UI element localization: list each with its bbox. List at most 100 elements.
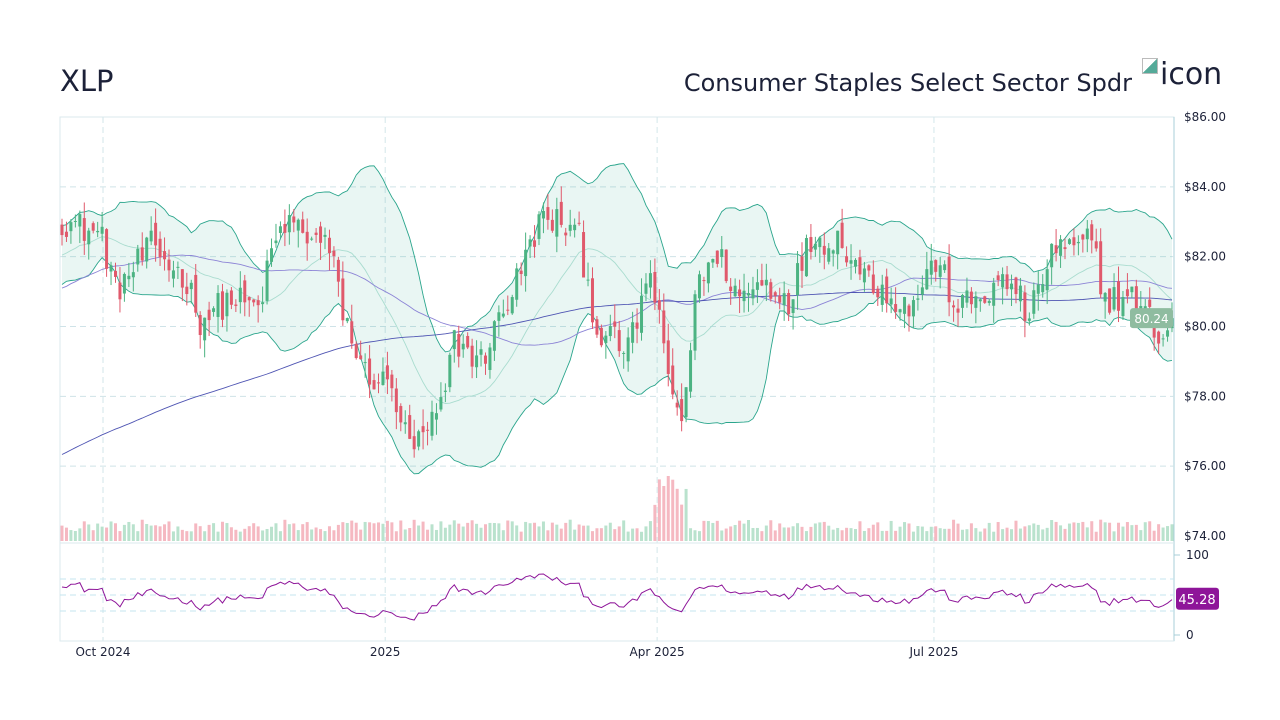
- volume-bar: [1161, 527, 1165, 541]
- candle: [372, 373, 376, 390]
- candle: [729, 278, 733, 305]
- candle-body: [831, 250, 835, 254]
- candle: [992, 277, 996, 323]
- candle: [394, 378, 398, 430]
- candle: [871, 260, 875, 295]
- volume-bar: [492, 523, 496, 541]
- volume-bar: [296, 530, 300, 541]
- volume-bar: [443, 527, 447, 541]
- volume-bar: [140, 519, 144, 541]
- candle: [1085, 220, 1089, 253]
- candle: [1014, 276, 1018, 304]
- candle: [243, 274, 247, 317]
- candle: [965, 277, 969, 308]
- candle-body: [220, 291, 224, 320]
- candle-body: [675, 402, 679, 408]
- candle-body: [813, 243, 817, 250]
- candle-body: [604, 335, 608, 344]
- volume-bar: [568, 519, 572, 541]
- candle-body: [180, 269, 184, 288]
- candle-body: [898, 309, 902, 313]
- candle-body: [1099, 241, 1103, 295]
- candle: [916, 284, 920, 311]
- candle: [747, 282, 751, 312]
- candle: [590, 267, 594, 329]
- volume-bar: [555, 524, 559, 541]
- candle-body: [319, 226, 323, 243]
- candle: [720, 236, 724, 268]
- candle: [751, 276, 755, 306]
- candle: [301, 211, 305, 234]
- candle: [804, 234, 808, 277]
- candle-body: [996, 275, 1000, 281]
- candle: [220, 283, 224, 328]
- candle: [1018, 277, 1022, 312]
- volume-bar: [782, 527, 786, 541]
- candle-body: [1001, 274, 1005, 288]
- volume-bar: [1063, 528, 1067, 541]
- volume-bar: [885, 530, 889, 541]
- candle-body: [1166, 330, 1170, 337]
- volume-bar: [261, 530, 265, 541]
- candle-body: [1112, 287, 1116, 310]
- candle: [180, 269, 184, 302]
- volume-bar: [809, 526, 813, 541]
- candle: [524, 232, 528, 292]
- volume-bar: [292, 523, 296, 541]
- volume-bar: [1010, 529, 1014, 541]
- candle: [1161, 334, 1165, 347]
- volume-bar: [475, 523, 479, 541]
- candle-body: [421, 426, 425, 433]
- candle: [510, 294, 514, 315]
- candle-body: [1027, 318, 1031, 321]
- candle: [426, 421, 430, 446]
- candle-body: [105, 229, 109, 269]
- candle-body: [100, 226, 104, 234]
- volume-bar: [1099, 519, 1103, 541]
- candle-body: [466, 335, 470, 348]
- candle: [118, 267, 122, 313]
- candle-body: [163, 251, 167, 260]
- volume-bar: [336, 524, 340, 541]
- candle: [434, 403, 438, 435]
- candle: [305, 218, 309, 261]
- candle: [1010, 274, 1014, 306]
- time-tick-label: 2025: [370, 645, 401, 659]
- candle-body: [849, 260, 853, 264]
- candle-body: [470, 345, 474, 367]
- candle-body: [394, 388, 398, 413]
- candle: [631, 311, 635, 354]
- candle: [608, 314, 612, 342]
- candle: [742, 273, 746, 313]
- volume-bar: [510, 521, 514, 541]
- candle: [127, 262, 131, 288]
- volume-bar: [506, 520, 510, 541]
- candle-body: [934, 260, 938, 272]
- candle: [145, 236, 149, 269]
- volume-bar: [310, 529, 314, 541]
- candle-body: [626, 337, 630, 362]
- volume-bar: [635, 528, 639, 541]
- candle-body: [684, 387, 688, 418]
- candle: [506, 295, 510, 316]
- price-tick-label: $74.00: [1184, 529, 1226, 543]
- candle: [760, 263, 764, 287]
- candle: [189, 279, 193, 304]
- candle-body: [573, 224, 577, 231]
- candle: [880, 274, 884, 312]
- candle-body: [185, 286, 189, 295]
- candle-body: [568, 224, 572, 231]
- volume-bar: [952, 519, 956, 541]
- volume-bar: [350, 520, 354, 541]
- candle-body: [287, 215, 291, 233]
- volume-bar: [862, 530, 866, 541]
- candle: [1121, 290, 1125, 321]
- candle: [568, 209, 572, 237]
- volume-bar: [769, 520, 773, 541]
- volume-bar: [1050, 520, 1054, 541]
- candle-body: [1081, 234, 1085, 240]
- volume-bar: [987, 522, 991, 541]
- volume-bar: [644, 526, 648, 541]
- volume-bar: [742, 523, 746, 541]
- candle-body: [778, 295, 782, 303]
